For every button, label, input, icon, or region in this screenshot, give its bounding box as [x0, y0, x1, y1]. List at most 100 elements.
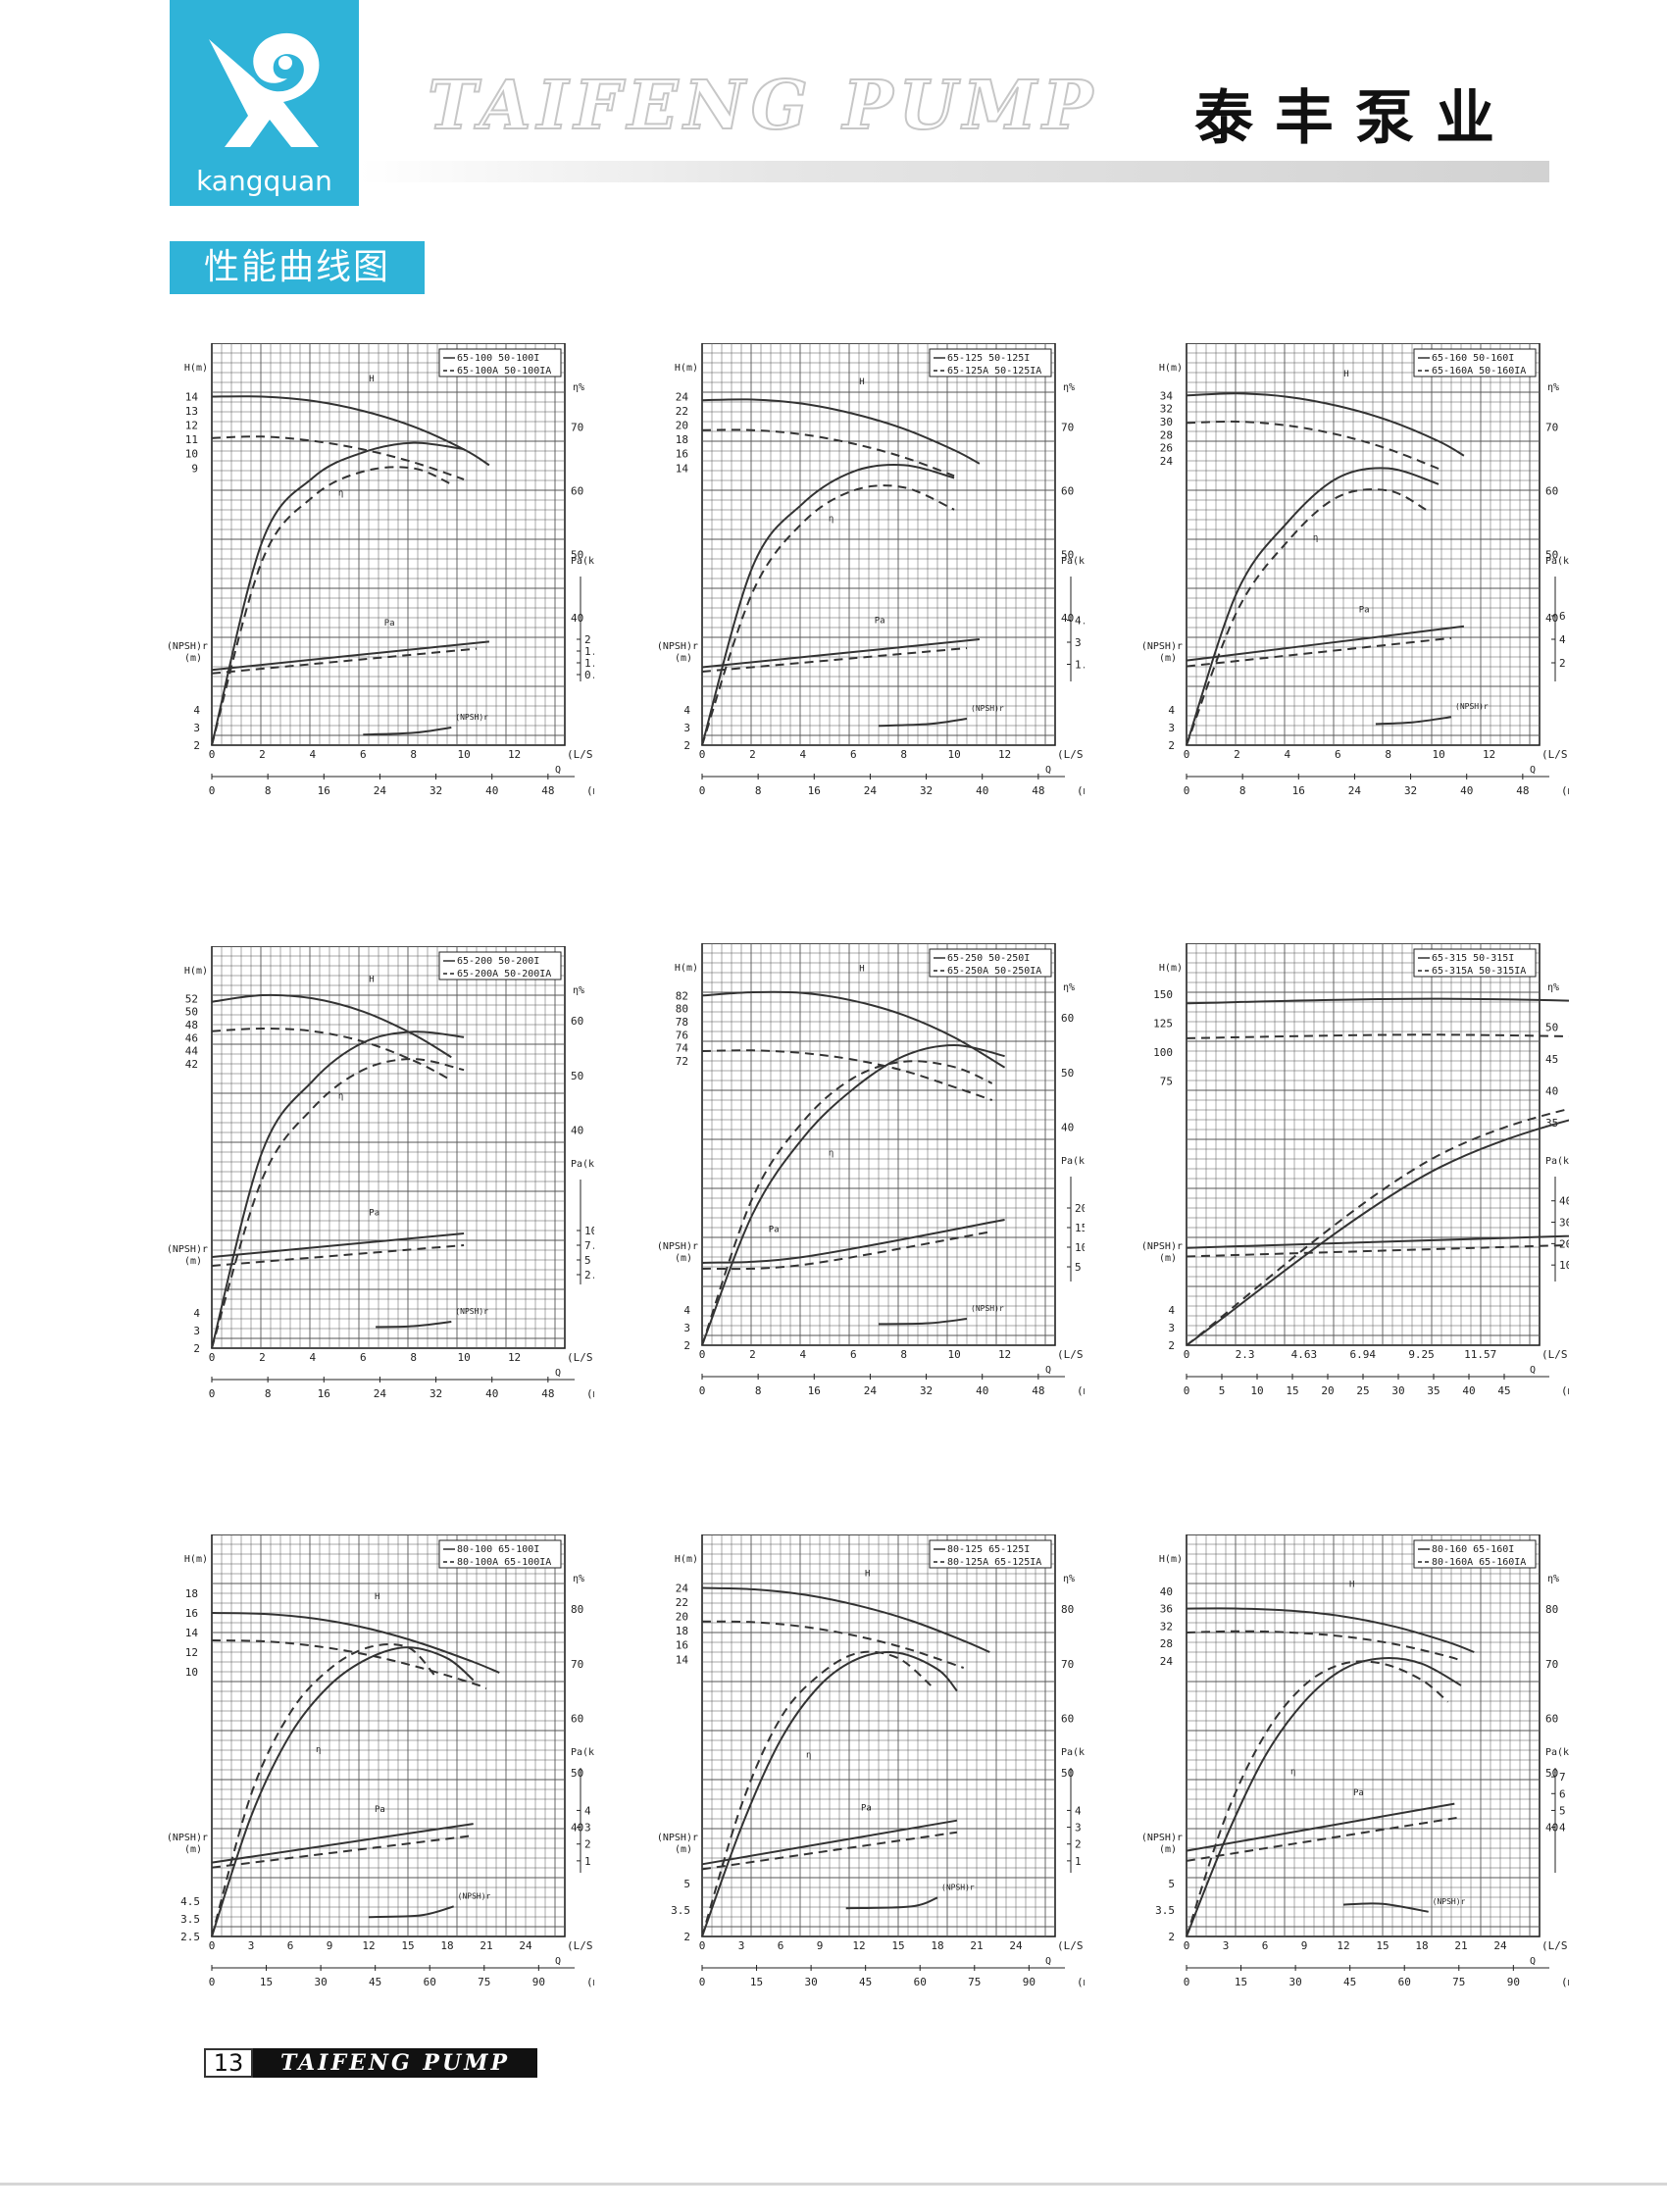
h-axis-label: H(m): [1159, 963, 1183, 974]
q-ls-tick-label: 9: [817, 1939, 824, 1952]
q-ls-tick-label: 4: [310, 748, 317, 761]
h-tick-label: 28: [1160, 1637, 1173, 1650]
eta-curve-solid: [211, 1031, 465, 1349]
series-group: [211, 993, 465, 1349]
legend-entry: 65-315A 50-315IA: [1432, 966, 1526, 977]
h-tick-label: 9: [191, 462, 198, 475]
q-ls-unit: (L/S): [567, 748, 594, 761]
npsh-axis-label: (NPSH)r: [657, 1833, 698, 1843]
series-group: [701, 1586, 990, 1937]
header-gradient-bar: [359, 161, 1549, 182]
performance-chart-65-125: 65-125 50-125I 65-125A 50-125IA H(m) 24 22 20…: [653, 343, 1085, 824]
npsh-tick-label: 4: [1168, 1304, 1175, 1317]
legend-entry: 65-250A 50-250IA: [947, 966, 1041, 977]
q-ls-tick-label: 10: [948, 748, 961, 761]
legend-entry: 65-100 50-100I: [457, 353, 539, 364]
eta-axis-label: η%: [1063, 1574, 1075, 1584]
npsh-curve-label: (NPSH)r: [971, 1304, 1004, 1313]
h-curve-dashed: [211, 435, 465, 480]
h-curve-solid: [211, 1612, 500, 1674]
q-ls-tick-label: 0: [699, 1348, 706, 1361]
h-curve-dashed: [701, 1049, 993, 1101]
h-tick-label: 75: [1160, 1076, 1173, 1088]
q-m3h-tick-label: 35: [1427, 1384, 1440, 1397]
q-m3h-tick-label: 48: [1032, 784, 1044, 797]
eta-tick-label: 70: [1061, 1658, 1074, 1671]
legend: 65-100 50-100I 65-100A 50-100IA: [438, 348, 562, 377]
q-m3h-tick-label: 0: [209, 784, 216, 797]
q-ls-tick-label: 9.25: [1408, 1348, 1435, 1361]
h-tick-label: 14: [185, 1627, 199, 1639]
q-m3h-unit: (m³/h): [586, 784, 594, 797]
q-m3h-tick-label: 60: [914, 1976, 927, 1988]
eta-tick-label: 60: [571, 484, 583, 497]
pa-curve-dashed: [701, 1831, 958, 1871]
eta-curve-dashed: [211, 466, 452, 746]
npsh-tick-label: 2: [1168, 1339, 1175, 1352]
legend-entry: 65-125 50-125I: [947, 353, 1030, 364]
q-m3h-tick-label: 25: [1356, 1384, 1369, 1397]
h-tick-label: 44: [185, 1045, 199, 1058]
q-ls-tick-label: 18: [1415, 1939, 1428, 1952]
legend-entry: 65-160 50-160I: [1432, 353, 1514, 364]
pa-tick-label: 5: [1075, 1261, 1082, 1274]
pa-axis-label: Pa(kw): [571, 556, 594, 567]
q-m3h-tick-label: 15: [750, 1976, 763, 1988]
npsh-axis-label: (NPSH)r: [657, 641, 698, 652]
h-axis-label: H(m): [675, 963, 698, 974]
q-ls-tick-label: 6: [778, 1939, 784, 1952]
pa-tick-label: 1.5: [1075, 659, 1085, 672]
pa-curve-label: Pa: [769, 1225, 780, 1234]
q-ls-tick-label: 10: [948, 1348, 961, 1361]
q-ls-unit: (L/S): [1057, 1348, 1085, 1361]
legend-entry: 65-160A 50-160IA: [1432, 366, 1526, 377]
q-ls-tick-label: 0: [209, 1351, 216, 1364]
q-ls-tick-label: 15: [1376, 1939, 1389, 1952]
npsh-tick-label: 3: [1168, 1322, 1175, 1334]
q-m3h-tick-label: 40: [976, 784, 988, 797]
q-ls-tick-label: 8: [410, 748, 417, 761]
axes: H(m)14131211109(NPSH)r(m)432η%70605040Pa…: [167, 363, 594, 797]
h-tick-label: 80: [676, 1003, 688, 1016]
legend-box: [1413, 348, 1537, 377]
legend-box: [1413, 948, 1537, 978]
pa-curve-solid: [211, 640, 490, 672]
q-m3h-tick-label: 48: [541, 784, 554, 797]
pa-curve-dashed: [211, 1835, 474, 1869]
q-m3h-tick-label: 75: [968, 1976, 981, 1988]
pa-axis-label: Pa(kw): [1545, 1747, 1569, 1758]
h-tick-label: 36: [1160, 1603, 1173, 1616]
axes: H(m)525048464442(NPSH)r(m)432η%605040Pa(…: [167, 966, 594, 1400]
q-ls-tick-label: 21: [1454, 1939, 1467, 1952]
q-m3h-unit: (m³/h): [1561, 1384, 1569, 1397]
q-ls-tick-label: 6: [287, 1939, 294, 1952]
eta-tick-label: 40: [1061, 612, 1074, 625]
pa-axis-label: Pa(kw): [571, 1747, 594, 1758]
q-ls-tick-label: 18: [931, 1939, 943, 1952]
eta-tick-label: 60: [1061, 1712, 1074, 1725]
q-ls-tick-label: 24: [1009, 1939, 1023, 1952]
npsh-tick-label: 4: [193, 1307, 200, 1320]
q-ls-tick-label: 4.63: [1291, 1348, 1318, 1361]
eta-tick-label: 80: [1545, 1603, 1558, 1616]
q-ls-tick-label: 3: [738, 1939, 745, 1952]
h-axis-label: H(m): [1159, 363, 1183, 374]
q-ls-tick-label: 6: [360, 748, 367, 761]
pa-curve-solid: [1186, 1234, 1569, 1249]
q-ls-tick-label: 0: [1184, 748, 1190, 761]
pa-tick-label: 10: [1075, 1241, 1085, 1254]
h-tick-label: 12: [185, 420, 198, 432]
pa-curve-label: Pa: [875, 616, 885, 626]
legend-box: [929, 948, 1052, 978]
q-m3h-tick-label: 24: [864, 784, 878, 797]
pa-curve-solid: [1186, 625, 1465, 662]
q-ls-unit: (L/S): [567, 1939, 594, 1952]
q-m3h-tick-label: 10: [1250, 1384, 1263, 1397]
q-ls-tick-label: 12: [998, 748, 1011, 761]
eta-curve-label: η: [1290, 1767, 1295, 1777]
q-m3h-tick-label: 32: [1404, 784, 1417, 797]
eta-curve-solid: [701, 464, 955, 746]
h-tick-label: 12: [185, 1646, 198, 1659]
eta-axis-label: η%: [573, 382, 584, 393]
